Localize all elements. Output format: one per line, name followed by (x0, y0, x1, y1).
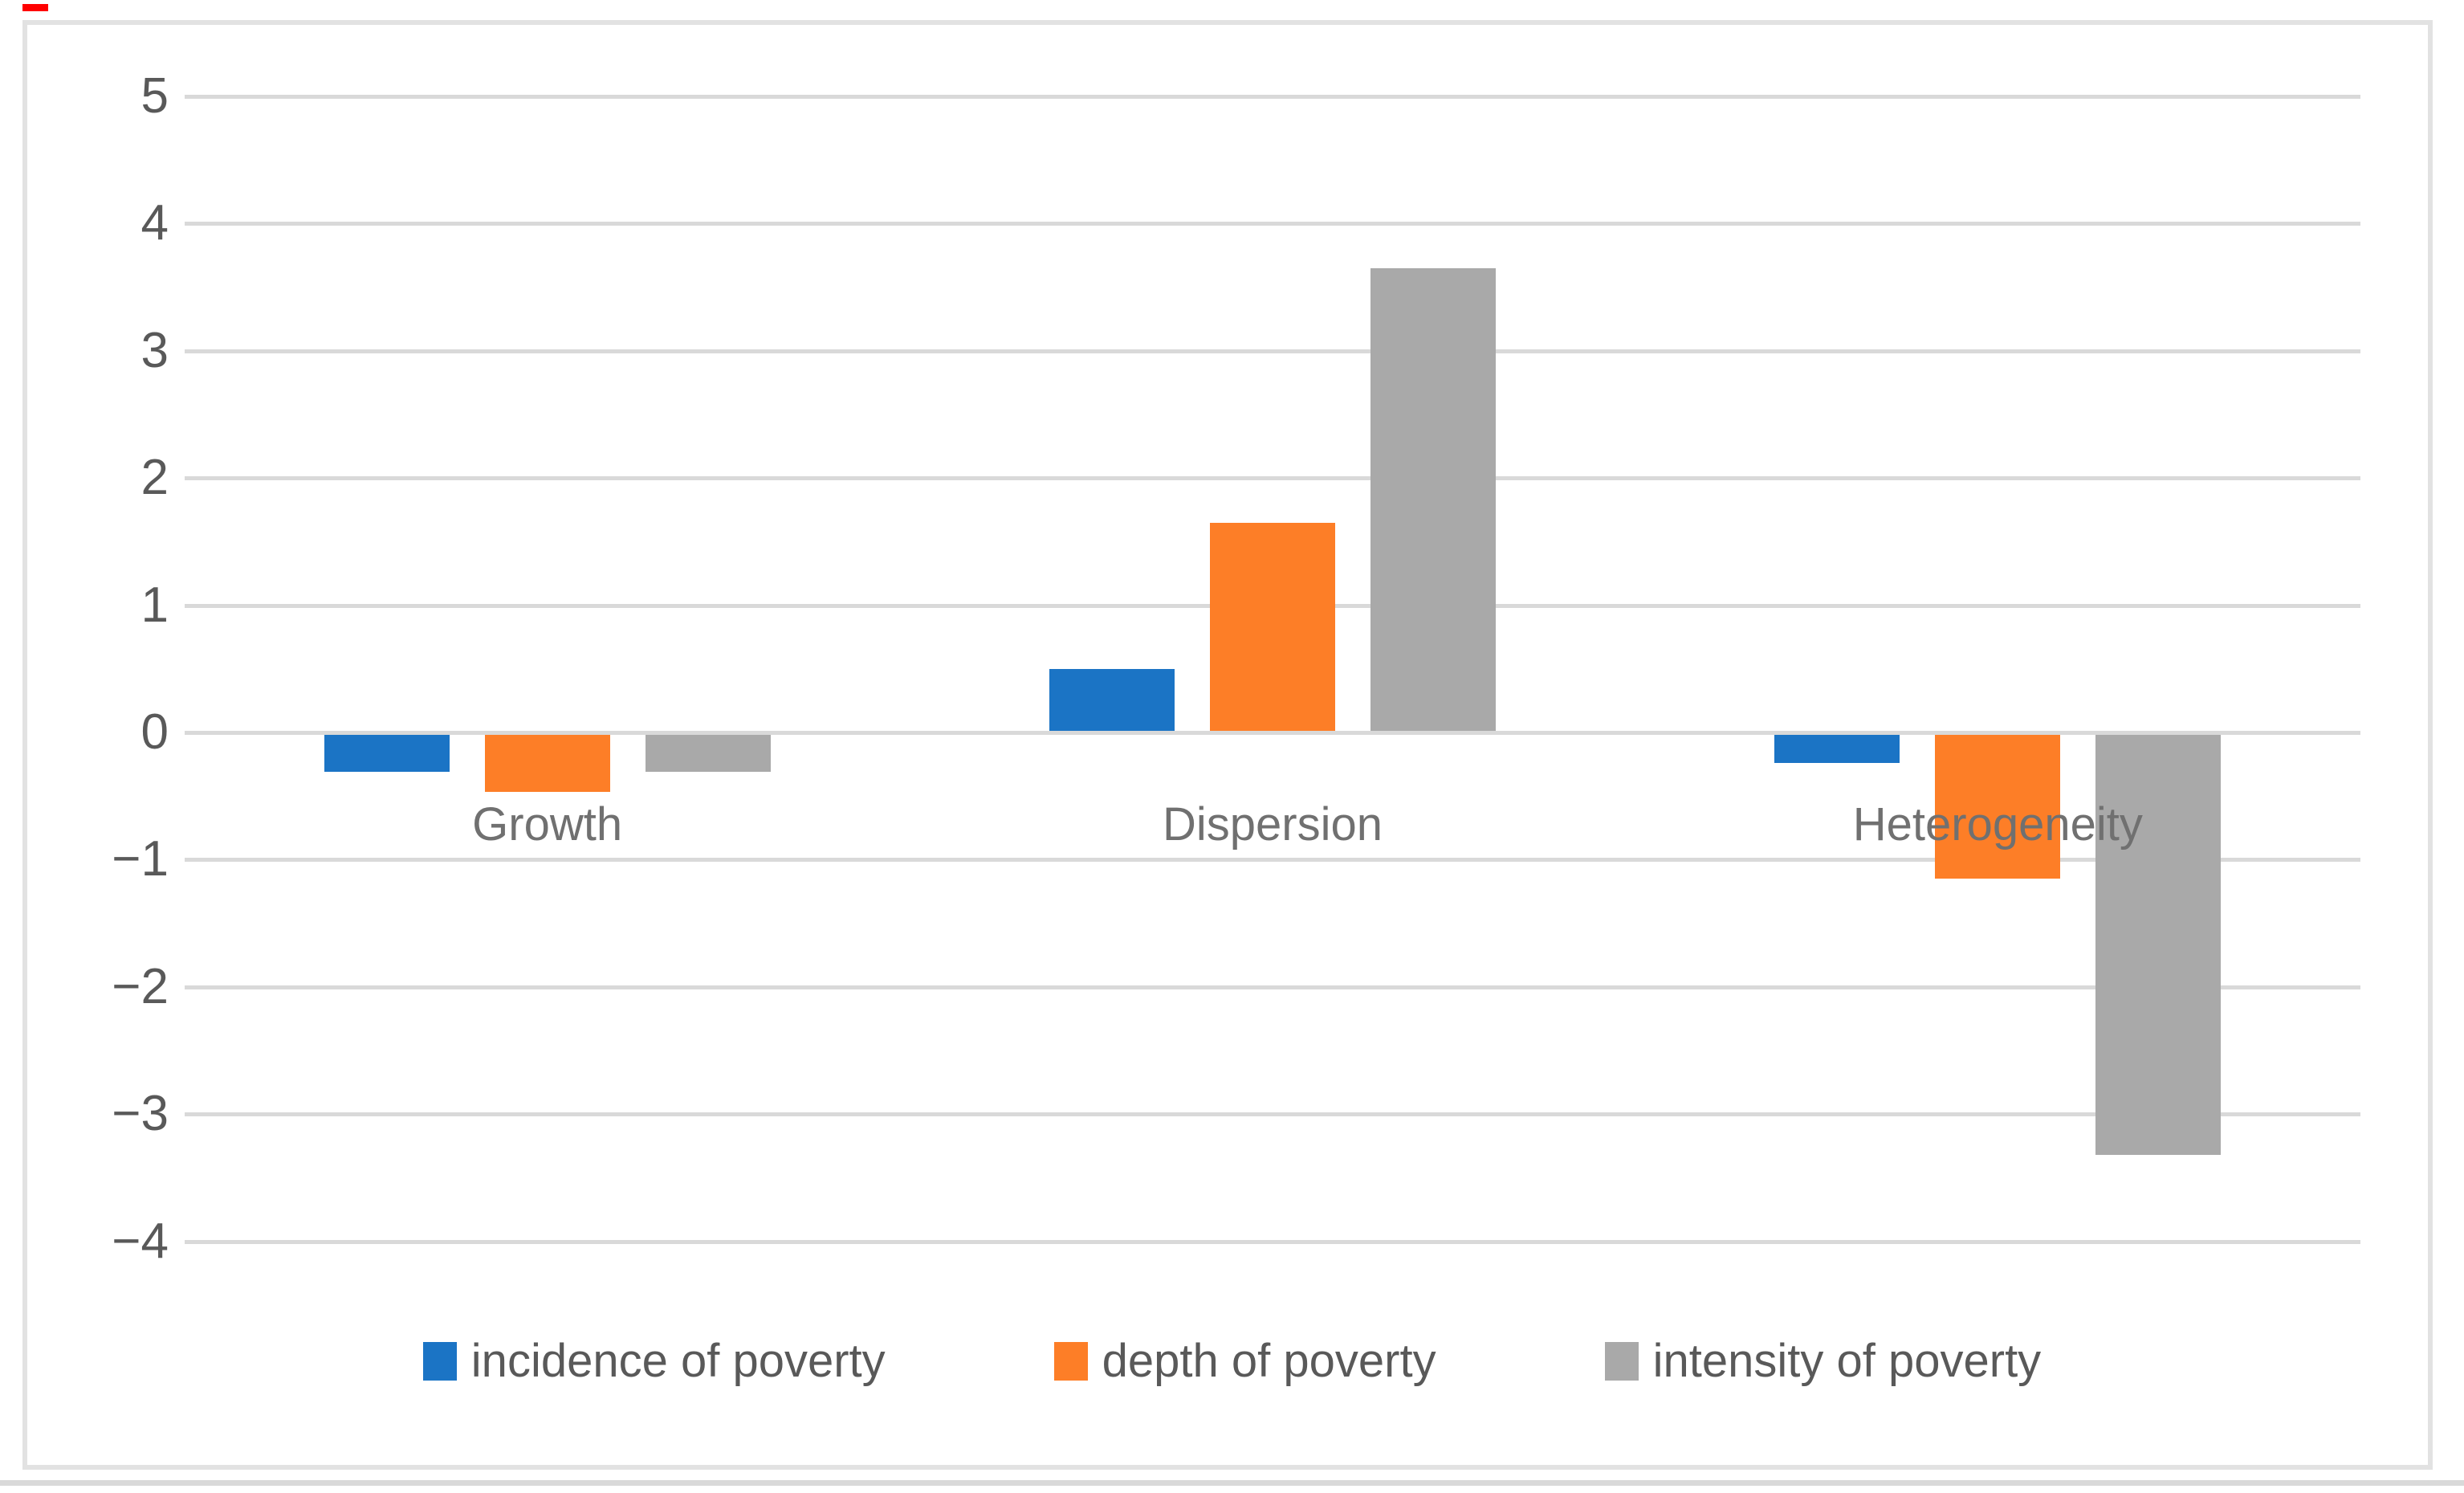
legend-label: depth of poverty (1102, 1335, 1436, 1387)
legend-color-swatch (1053, 1342, 1088, 1381)
red-annotation-mark (22, 4, 48, 11)
x-axis-line (185, 731, 2360, 735)
y-axis-tick-label: 1 (141, 577, 169, 633)
legend-item-intensity-of-poverty: intensity of poverty (1604, 1335, 2042, 1388)
legend-label: incidence of poverty (470, 1335, 886, 1387)
y-axis-tick-label: 4 (141, 195, 169, 251)
gridline (185, 95, 2360, 99)
legend-label: intensity of poverty (1652, 1335, 2042, 1387)
category-label: Heterogeneity (1852, 798, 2143, 851)
y-axis-tick-label: 2 (141, 450, 169, 506)
bar-heterogeneity-incidence-of-poverty (1774, 735, 1900, 764)
gridline (185, 1112, 2360, 1117)
y-axis-tick-label: −2 (112, 958, 169, 1014)
bar-dispersion-incidence-of-poverty (1049, 668, 1175, 731)
gridline (185, 985, 2360, 989)
category-label: Dispersion (1163, 798, 1383, 851)
y-axis-tick-label: −1 (112, 831, 169, 887)
bar-growth-incidence-of-poverty (324, 735, 450, 773)
bar-heterogeneity-depth-of-poverty (1935, 735, 2061, 879)
bar-heterogeneity-intensity-of-poverty (2095, 735, 2222, 1155)
bar-growth-intensity-of-poverty (645, 735, 771, 773)
category-label: Growth (472, 798, 623, 851)
y-axis-tick-label: 0 (141, 704, 169, 760)
legend-color-swatch (1604, 1342, 1639, 1381)
y-axis-tick-label: −4 (112, 1213, 169, 1269)
gridline (185, 858, 2360, 863)
legend-color-swatch (422, 1342, 457, 1381)
bar-growth-depth-of-poverty (484, 735, 610, 793)
bar-dispersion-intensity-of-poverty (1370, 267, 1496, 731)
chart-legend: incidence of poverty depth of poverty inte… (0, 1335, 2464, 1388)
gridline (185, 1239, 2360, 1244)
gridline (185, 349, 2360, 353)
y-axis-tick-label: 3 (141, 322, 169, 378)
y-axis-tick-label: −3 (112, 1086, 169, 1142)
legend-item-incidence-of-poverty: incidence of poverty (422, 1335, 886, 1388)
gridline (185, 476, 2360, 481)
bar-dispersion-depth-of-poverty (1210, 522, 1335, 731)
gridline (185, 222, 2360, 226)
bottom-edge-line (0, 1480, 2464, 1486)
y-axis-tick-label: 5 (141, 68, 169, 124)
legend-item-depth-of-poverty: depth of poverty (1053, 1335, 1436, 1388)
